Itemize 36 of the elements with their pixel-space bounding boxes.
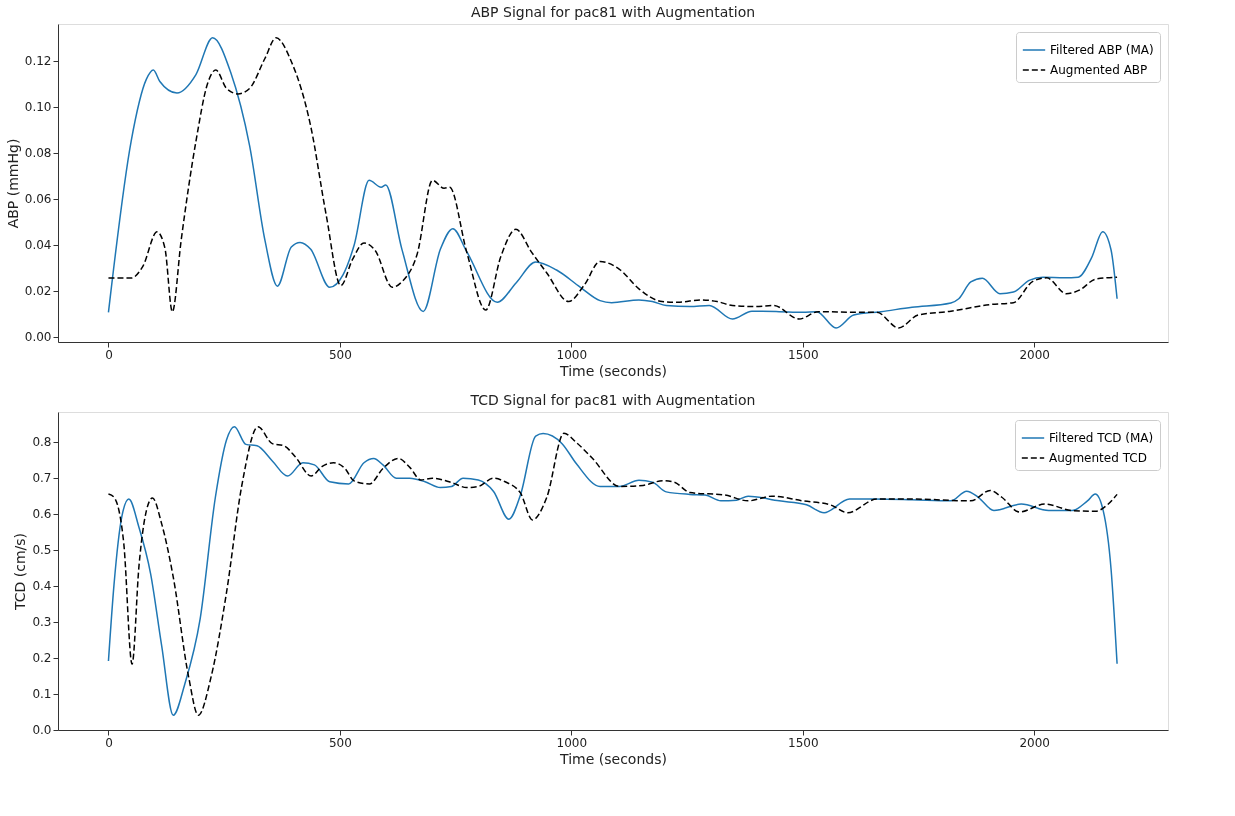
x-axis-title: Time (seconds) [559,750,667,767]
y-axis-title: TCD (cm/s) [12,532,29,612]
y-tick-label: 0.3 [32,615,52,630]
y-tick-label: 0.6 [32,507,52,522]
x-axis-title: Time (seconds) [559,362,667,379]
legend-label: Filtered TCD (MA) [1049,431,1154,445]
chart-title: TCD Signal for pac81 with Augmentation [469,392,756,408]
y-tick-label: 0.4 [32,579,52,594]
y-tick-label: 0.06 [24,192,52,207]
y-tick-label: 0.5 [32,543,52,558]
x-tick-label: 1500 [788,735,819,750]
x-tick-label: 1000 [556,347,588,362]
y-tick-label: 0.08 [24,146,52,161]
y-tick-label: 0.00 [24,330,52,345]
x-tick-label: 2000 [1019,735,1050,750]
x-tick-label: 1500 [788,347,819,362]
y-tick-label: 0.0 [32,723,52,738]
legend-label: Augmented ABP [1050,63,1148,77]
y-tick-label: 0.2 [32,651,52,666]
x-tick-label: 0 [105,347,113,362]
y-tick-label: 0.8 [32,435,52,450]
x-tick-label: 500 [328,735,352,750]
y-tick-label: 0.02 [24,284,52,299]
chart-title: ABP Signal for pac81 with Augmentation [470,4,756,20]
y-tick-label: 0.1 [32,687,52,702]
x-tick-label: 0 [105,735,113,750]
x-tick-label: 1000 [556,735,588,750]
x-tick-label: 2000 [1019,347,1050,362]
y-axis-title: ABP (mmHg) [4,138,21,229]
y-tick-label: 0.10 [24,100,52,115]
x-tick-label: 500 [328,347,352,362]
legend-label: Augmented TCD [1049,451,1147,465]
y-tick-label: 0.12 [24,54,52,69]
y-tick-label: 0.7 [32,471,52,486]
legend-label: Filtered ABP (MA) [1050,43,1154,57]
y-tick-label: 0.04 [24,238,52,253]
